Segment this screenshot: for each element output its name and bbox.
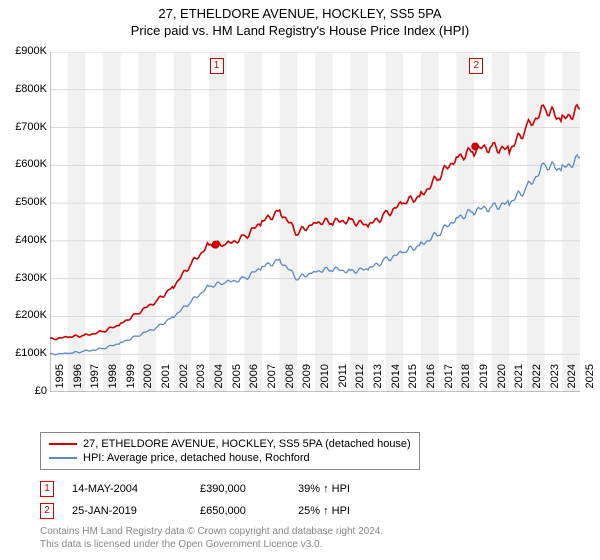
x-axis-label: 2018: [460, 364, 472, 398]
x-axis-label: 2015: [407, 364, 419, 398]
x-axis-label: 2014: [390, 364, 402, 398]
y-axis-label: £700K: [3, 121, 47, 133]
x-axis-label: 2019: [478, 364, 490, 398]
y-axis-label: £0: [3, 385, 47, 397]
x-axis-label: 2005: [231, 364, 243, 398]
x-axis-label: 1995: [54, 364, 66, 398]
y-axis-label: £300K: [3, 272, 47, 284]
transaction-marker: 1: [40, 481, 54, 497]
x-axis-label: 1999: [125, 364, 137, 398]
x-axis-label: 2002: [178, 364, 190, 398]
transaction-delta: 39% ↑ HPI: [298, 483, 398, 495]
x-axis-label: 2006: [248, 364, 260, 398]
y-axis-label: £100K: [3, 347, 47, 359]
y-axis-label: £800K: [3, 83, 47, 95]
x-axis-label: 2022: [531, 364, 543, 398]
x-axis-label: 2008: [284, 364, 296, 398]
transaction-marker: 2: [40, 503, 54, 519]
x-axis-label: 2020: [496, 364, 508, 398]
chart-container: 27, ETHELDORE AVENUE, HOCKLEY, SS5 5PA P…: [0, 0, 600, 560]
x-axis-label: 2011: [337, 364, 349, 398]
x-axis-label: 2009: [301, 364, 313, 398]
chart-svg: [50, 52, 580, 392]
x-axis-label: 1998: [107, 364, 119, 398]
table-row: 1 14-MAY-2004 £390,000 39% ↑ HPI: [40, 478, 398, 500]
x-axis-label: 2017: [443, 364, 455, 398]
y-axis-label: £900K: [3, 45, 47, 57]
x-axis-label: 2012: [354, 364, 366, 398]
legend-swatch: [49, 443, 77, 445]
y-axis-label: £200K: [3, 309, 47, 321]
table-row: 2 25-JAN-2019 £650,000 25% ↑ HPI: [40, 500, 398, 522]
x-axis-label: 2003: [195, 364, 207, 398]
transaction-delta: 25% ↑ HPI: [298, 505, 398, 517]
transaction-date: 14-MAY-2004: [72, 483, 182, 495]
legend-swatch: [49, 457, 77, 459]
y-axis-label: £600K: [3, 158, 47, 170]
x-axis-label: 2016: [425, 364, 437, 398]
transactions-table: 1 14-MAY-2004 £390,000 39% ↑ HPI 2 25-JA…: [40, 478, 398, 522]
x-axis-label: 2023: [549, 364, 561, 398]
x-axis-label: 2000: [142, 364, 154, 398]
chart-marker: 1: [210, 58, 224, 74]
chart-area: £0£100K£200K£300K£400K£500K£600K£700K£80…: [50, 52, 580, 392]
x-axis-label: 2001: [160, 364, 172, 398]
transaction-date: 25-JAN-2019: [72, 505, 182, 517]
legend: 27, ETHELDORE AVENUE, HOCKLEY, SS5 5PA (…: [40, 432, 420, 470]
x-axis-label: 2013: [372, 364, 384, 398]
title-address: 27, ETHELDORE AVENUE, HOCKLEY, SS5 5PA: [0, 6, 600, 21]
footer-copyright: Contains HM Land Registry data © Crown c…: [40, 525, 383, 538]
y-axis-label: £400K: [3, 234, 47, 246]
x-axis-label: 2010: [319, 364, 331, 398]
legend-label: HPI: Average price, detached house, Roch…: [83, 452, 310, 464]
x-axis-label: 2025: [584, 364, 596, 398]
x-axis-label: 2021: [513, 364, 525, 398]
x-axis-label: 1997: [89, 364, 101, 398]
x-axis-label: 2024: [566, 364, 578, 398]
y-axis-label: £500K: [3, 196, 47, 208]
x-axis-label: 2004: [213, 364, 225, 398]
transaction-price: £390,000: [200, 483, 280, 495]
title-subtitle: Price paid vs. HM Land Registry's House …: [0, 23, 600, 38]
legend-label: 27, ETHELDORE AVENUE, HOCKLEY, SS5 5PA (…: [83, 438, 411, 450]
transaction-price: £650,000: [200, 505, 280, 517]
footer: Contains HM Land Registry data © Crown c…: [40, 525, 383, 551]
footer-licence: This data is licensed under the Open Gov…: [40, 538, 383, 551]
x-axis-label: 1996: [72, 364, 84, 398]
x-axis-label: 2007: [266, 364, 278, 398]
legend-row: HPI: Average price, detached house, Roch…: [49, 451, 411, 465]
chart-marker: 2: [469, 58, 483, 74]
legend-row: 27, ETHELDORE AVENUE, HOCKLEY, SS5 5PA (…: [49, 437, 411, 451]
title-area: 27, ETHELDORE AVENUE, HOCKLEY, SS5 5PA P…: [0, 0, 600, 38]
